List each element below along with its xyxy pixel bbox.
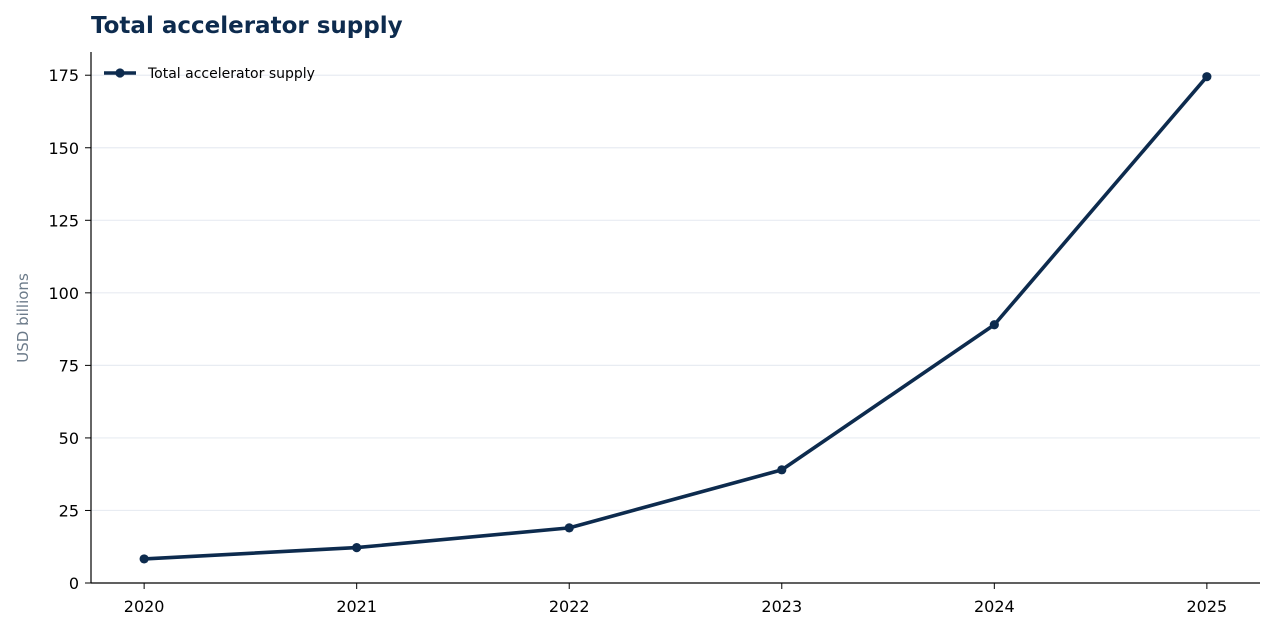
y-tick-label: 75: [59, 356, 79, 375]
y-axis-ticks: 0 25 50 75 100 125 150 175: [48, 66, 91, 593]
x-tick-label: 2025: [1187, 597, 1228, 616]
data-point: [777, 465, 787, 475]
legend-label: Total accelerator supply: [147, 66, 315, 82]
y-axis-label: USD billions: [14, 273, 32, 363]
y-tick-label: 50: [59, 429, 79, 448]
grid-lines: [91, 74, 1260, 512]
x-tick-label: 2023: [761, 597, 802, 616]
axes: [90, 52, 1260, 584]
chart-title: Total accelerator supply: [91, 13, 403, 39]
x-tick-label: 2024: [974, 597, 1015, 616]
y-tick-label: 150: [48, 139, 79, 158]
data-point: [352, 543, 362, 553]
y-tick-label: 0: [69, 574, 79, 593]
y-tick-label: 125: [48, 211, 79, 230]
x-tick-label: 2021: [336, 597, 377, 616]
x-tick-label: 2022: [549, 597, 590, 616]
series-line: [142, 74, 1209, 561]
legend: Total accelerator supply: [104, 66, 315, 82]
data-point: [564, 523, 574, 533]
x-axis-ticks: 2020 2021 2022 2023 2024 2025: [124, 583, 1227, 616]
data-point: [139, 554, 149, 564]
y-tick-label: 175: [48, 66, 79, 85]
data-point: [989, 320, 999, 330]
y-tick-label: 25: [59, 501, 79, 520]
series-layer: [139, 72, 1212, 564]
legend-marker: [115, 68, 125, 78]
data-point: [1202, 72, 1212, 82]
x-tick-label: 2020: [124, 597, 165, 616]
y-tick-label: 100: [48, 284, 79, 303]
